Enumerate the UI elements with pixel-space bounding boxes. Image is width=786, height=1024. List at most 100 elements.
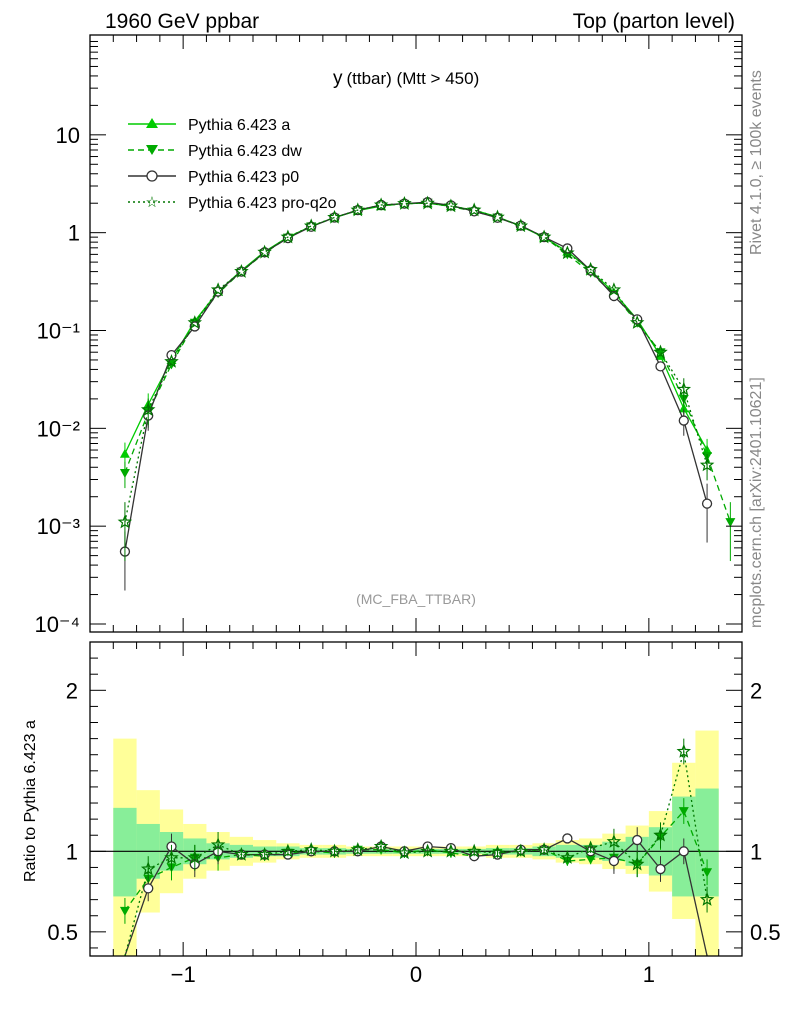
ratio-plot-frame bbox=[89, 641, 743, 957]
ratio-point-p0 bbox=[678, 846, 689, 857]
data-point-pro bbox=[490, 209, 505, 224]
data-point-pro bbox=[397, 195, 412, 210]
x-tick-label: 1 bbox=[643, 962, 655, 987]
side-label-mcplots: mcplots.cern.ch [arXiv:2401.10621] bbox=[748, 377, 765, 628]
y-tick-label-main: 1 bbox=[68, 221, 80, 246]
ratio-point-pro bbox=[699, 891, 715, 906]
ratio-ylabel: Ratio to Pythia 6.423 a bbox=[22, 720, 39, 882]
legend-marker-dw bbox=[146, 145, 158, 155]
x-tick-label: 0 bbox=[410, 962, 422, 987]
data-point-pro bbox=[420, 195, 435, 210]
data-point-pro bbox=[560, 245, 575, 260]
data-point-pro bbox=[187, 315, 203, 329]
legend-marker-p0 bbox=[146, 170, 158, 182]
data-point-p0 bbox=[632, 314, 643, 325]
y-tick-label-main: 10⁻¹ bbox=[37, 319, 80, 344]
data-point-pro bbox=[257, 244, 272, 259]
plot-title: y (ttbar) (Mtt > 450) bbox=[333, 68, 479, 89]
y-tick-label-ratio-right: 2 bbox=[750, 678, 762, 703]
data-point-pro bbox=[443, 198, 459, 213]
ratio-point-pro bbox=[280, 843, 296, 858]
series-line-dw bbox=[124, 202, 732, 523]
data-point-dw bbox=[119, 468, 130, 478]
y-tick-label-ratio: 0.5 bbox=[47, 920, 78, 945]
data-point-pro bbox=[210, 282, 226, 297]
data-point-pro bbox=[513, 218, 529, 233]
data-point-pro bbox=[676, 381, 692, 396]
data-point-p0 bbox=[701, 498, 713, 509]
y-tick-label-ratio: 1 bbox=[66, 839, 78, 864]
legend: Pythia 6.423 a Pythia 6.423 dw Pythia 6.… bbox=[128, 117, 337, 212]
data-point-pro bbox=[629, 315, 645, 329]
legend-label-p0: Pythia 6.423 p0 bbox=[188, 169, 299, 186]
ratio-point-p0 bbox=[143, 883, 154, 894]
data-point-pro bbox=[327, 209, 342, 224]
data-point-pro bbox=[164, 354, 179, 368]
data-point-p0 bbox=[585, 265, 596, 276]
ratio-point-pro bbox=[536, 842, 552, 856]
ratio-point-pro bbox=[629, 856, 645, 871]
ratio-point-pro bbox=[490, 845, 505, 860]
x-tick-label: −1 bbox=[171, 962, 196, 987]
legend-marker-a bbox=[146, 118, 158, 128]
ratio-point-pro bbox=[606, 834, 622, 848]
data-point-pro bbox=[699, 457, 715, 472]
data-point-pro bbox=[280, 229, 296, 244]
data-point-pro bbox=[140, 402, 156, 416]
ratio-point-pro bbox=[397, 845, 412, 860]
data-point-pro bbox=[606, 282, 622, 297]
data-point-p0 bbox=[282, 232, 294, 244]
legend-label-dw: Pythia 6.423 dw bbox=[188, 143, 302, 160]
ratio-point-pro bbox=[303, 842, 319, 856]
series-line-pro bbox=[124, 202, 708, 523]
legend-item-pro: ☆ Pythia 6.423 pro-q2o bbox=[128, 194, 337, 212]
data-point-pro bbox=[373, 197, 389, 212]
y-tick-label-main: 10 bbox=[56, 123, 80, 148]
ratio-point-pro bbox=[583, 840, 598, 855]
analysis-watermark: (MC_FBA_TTBAR) bbox=[356, 591, 476, 607]
ratio-line-pro bbox=[124, 751, 708, 957]
series-line-a bbox=[124, 202, 708, 454]
data-point-pro bbox=[466, 202, 482, 217]
header-right: Top (parton level) bbox=[573, 10, 735, 33]
data-point-p0 bbox=[655, 361, 666, 372]
plot-title-main: y bbox=[333, 68, 343, 89]
series-line-p0 bbox=[124, 201, 708, 552]
data-point-dw bbox=[725, 518, 736, 528]
ratio-point-p0 bbox=[608, 855, 620, 867]
ratio-point-dw bbox=[119, 906, 130, 916]
ratio-point-pro bbox=[560, 850, 575, 864]
data-point-pro bbox=[117, 514, 133, 529]
side-label-rivet: Rivet 4.1.0, ≥ 100k events bbox=[748, 70, 765, 255]
y-tick-label-ratio-right: 1 bbox=[750, 839, 762, 864]
data-point-pro bbox=[303, 218, 319, 233]
ratio-point-pro bbox=[373, 838, 389, 853]
legend-item-dw: Pythia 6.423 dw bbox=[128, 143, 302, 160]
y-tick-label-main: 10⁻² bbox=[37, 416, 80, 441]
ratio-point-pro bbox=[257, 846, 272, 861]
ratio-point-dw bbox=[702, 868, 713, 878]
legend-item-a: Pythia 6.423 a bbox=[128, 117, 290, 134]
ratio-point-pro bbox=[443, 843, 459, 858]
ratio-point-p0 bbox=[562, 833, 573, 844]
legend-label-a: Pythia 6.423 a bbox=[188, 117, 290, 134]
data-point-pro bbox=[350, 202, 366, 217]
ratio-point-pro bbox=[234, 846, 249, 861]
ratio-point-dw bbox=[585, 855, 596, 865]
y-tick-label-main: 10⁻³ bbox=[37, 514, 80, 539]
legend-item-p0: Pythia 6.423 p0 bbox=[128, 169, 299, 186]
ratio-point-pro bbox=[210, 837, 226, 852]
header-left: 1960 GeV ppbar bbox=[105, 10, 259, 33]
y-tick-label-main: 10⁻⁴ bbox=[34, 612, 80, 637]
ratio-band-green bbox=[695, 788, 719, 897]
data-point-p0 bbox=[678, 415, 689, 426]
legend-marker-pro: ☆ bbox=[145, 194, 158, 211]
ratio-point-pro bbox=[140, 861, 156, 876]
ratio-point-pro bbox=[327, 843, 342, 858]
ratio-point-pro bbox=[164, 850, 179, 864]
ratio-point-pro bbox=[466, 843, 482, 858]
ratio-point-p0 bbox=[632, 834, 643, 846]
y-tick-label-ratio-right: 0.5 bbox=[750, 920, 781, 945]
ratio-point-pro bbox=[350, 842, 366, 856]
